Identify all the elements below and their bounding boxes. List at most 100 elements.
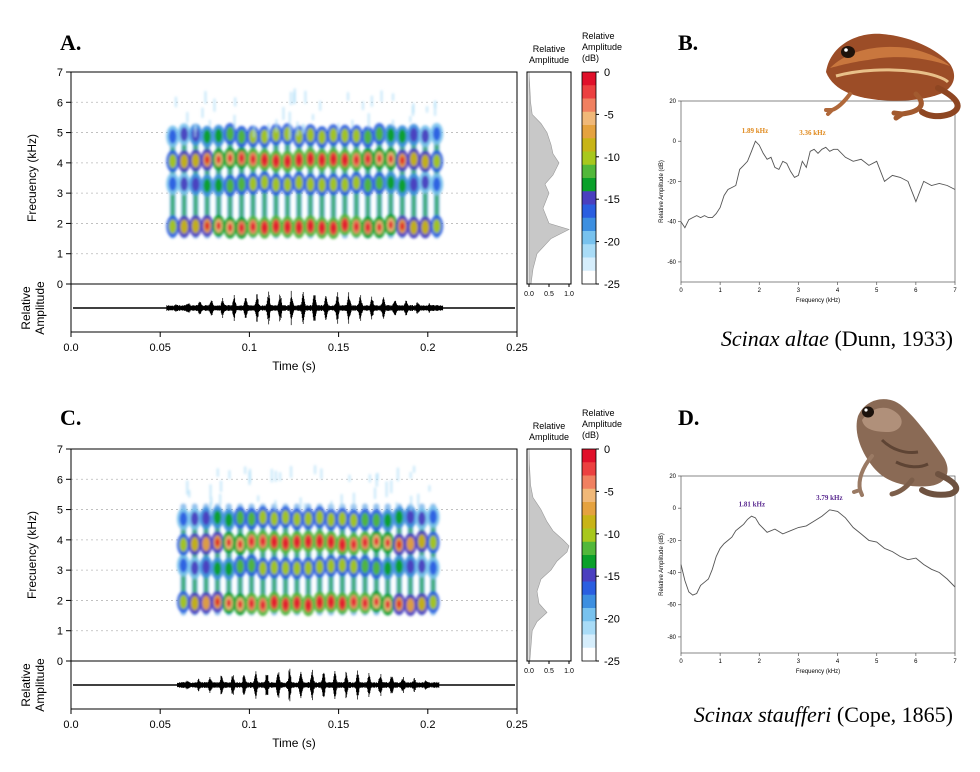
spectrogram-blob [340, 540, 345, 549]
spectrogram-speck [319, 100, 322, 111]
spectrogram-speck [373, 487, 376, 499]
spectrogram-blob [372, 561, 381, 576]
spectrogram-blob [247, 511, 256, 526]
peak-annotation: 3.79 kHz [816, 494, 842, 502]
y-tick-label: 1 [57, 626, 63, 638]
spectrogram-blob [216, 221, 221, 230]
spectrogram-blob [190, 511, 199, 526]
spectrogram-blob [213, 561, 222, 576]
spectrogram-blob [202, 595, 210, 610]
y-tick-label: 6 [57, 474, 63, 486]
y-tick-label: -40 [667, 571, 676, 577]
peak-annotation: 1.89 kHz [742, 127, 768, 135]
spectrogram-blob [202, 511, 210, 526]
y-tick-label: 7 [57, 444, 63, 456]
frog-photo-scinax-altae [824, 33, 961, 121]
spectrogram-blob [364, 129, 372, 144]
x-tick-label: 4 [836, 288, 840, 294]
spectrogram-speck [303, 124, 306, 134]
x-tick-label: 0.0 [63, 719, 78, 731]
spectrogram-blob [225, 561, 233, 576]
spectrogram-blob [421, 220, 430, 235]
y-tick-label: 5 [57, 505, 63, 517]
y-tick-label: -60 [667, 603, 676, 609]
spectrogram-speck [282, 106, 285, 120]
spectrogram-blob [260, 537, 265, 546]
spectrogram-blob [239, 154, 244, 163]
colorbar-cell [582, 634, 596, 649]
spectrum-line [680, 140, 956, 229]
species-name-d: Scinax staufferi [694, 702, 831, 727]
spectrogram-speck [209, 484, 212, 500]
peak-annotation: 1.81 kHz [739, 501, 765, 509]
spectrogram-blob [236, 510, 244, 525]
spectrogram-speck [270, 468, 273, 483]
spectrogram-speck [390, 480, 393, 494]
spectrogram-blob [385, 600, 390, 609]
spectrogram-blob [226, 599, 231, 608]
spectrogram-blob [365, 154, 370, 163]
spectrogram-speck [392, 93, 395, 101]
spectrogram-blob [238, 540, 243, 549]
x-tick-label: 1 [718, 288, 722, 294]
spectrogram-blob [385, 538, 390, 547]
spectrogram-speck [216, 468, 219, 477]
spectrogram-speck [370, 95, 373, 107]
spectrogram-blob [327, 558, 335, 573]
y-tick-label: -20 [667, 538, 676, 544]
colorbar-title-line2: Amplitude [582, 419, 622, 429]
spectrogram-speck [428, 485, 431, 492]
spectrogram-blob [214, 128, 223, 143]
spectrogram-speck [409, 116, 412, 123]
spectrogram-speck [299, 497, 302, 510]
x-tick-label: 0 [679, 288, 683, 294]
spectrogram-blob [262, 156, 267, 165]
spectrogram-blob [318, 130, 326, 145]
colorbar-cell [582, 594, 596, 609]
spectrogram-blob [395, 510, 403, 525]
spectrogram-blob [306, 177, 315, 192]
spectrogram-blob [341, 128, 349, 143]
x-tick-label: 0.1 [242, 342, 257, 354]
side-spectrum-area [528, 71, 570, 285]
species-name-a: Scinax altae [721, 326, 829, 351]
spectrogram-blob [329, 128, 338, 143]
panel-label-d: D. [678, 405, 699, 430]
spectrogram-speck [188, 490, 191, 498]
side-spectrum-tick-label: 0.0 [524, 291, 534, 298]
spectrogram-blob [432, 177, 441, 192]
spectrogram-blob [331, 155, 336, 164]
waveform-trace [177, 668, 440, 702]
spectrogram-blob [274, 222, 279, 231]
spectrogram-blob [226, 178, 234, 193]
spectrogram-speck [434, 100, 437, 109]
spectrogram-blob [317, 537, 322, 546]
spectrogram-speck [219, 493, 222, 506]
spectrogram-blob [429, 509, 437, 524]
spectrogram-blob [319, 223, 324, 232]
x-axis-title: Frequency (kHz) [796, 669, 840, 675]
colorbar-frame [581, 448, 597, 662]
spectrogram-blob [262, 223, 267, 232]
side-spectrum-tick-label: 0.0 [524, 668, 534, 675]
spectrogram-blob [259, 561, 267, 576]
spectrogram-blob [179, 511, 188, 526]
spectrogram-blob [328, 598, 333, 607]
spectrogram-blob [205, 221, 210, 230]
spectrogram-blob [168, 129, 177, 144]
spectrogram-speck [426, 106, 429, 113]
y-tick-label: 2 [57, 218, 63, 230]
colorbar-title-line1: Relative [582, 31, 615, 41]
spectrogram-blob [377, 154, 382, 163]
spectrogram-speck [348, 474, 351, 482]
colorbar-cell [582, 608, 596, 622]
spectrogram-blob [329, 177, 338, 192]
species-caption-a: Scinax altae (Dunn, 1933) [721, 326, 953, 351]
spectrogram-blob [306, 128, 315, 143]
spectrogram-blob [247, 558, 256, 573]
spectrogram-blob [237, 129, 246, 144]
colorbar-title-line2: Amplitude [582, 42, 622, 52]
colorbar-tick-label: 0 [604, 67, 610, 79]
x-tick-label: 1 [718, 659, 722, 665]
x-tick-label: 4 [836, 659, 840, 665]
